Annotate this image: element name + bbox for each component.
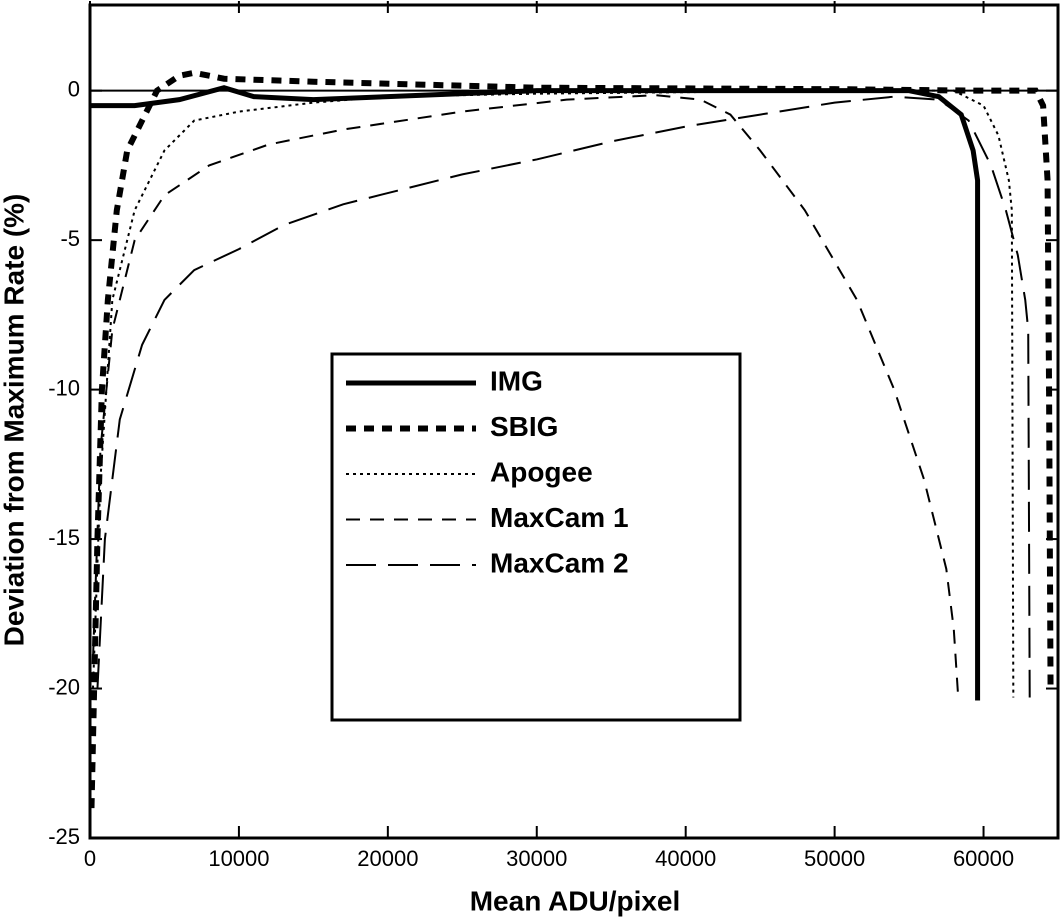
x-tick-label: 50000 (804, 846, 865, 871)
x-tick-label: 20000 (357, 846, 418, 871)
x-tick-label: 0 (84, 846, 96, 871)
y-tick-label: -25 (48, 824, 80, 849)
series-line (96, 95, 1031, 698)
legend-label: SBIG (490, 411, 558, 442)
legend-label: MaxCam 2 (490, 547, 629, 578)
series-line (90, 69, 1054, 809)
x-axis-label: Mean ADU/pixel (470, 885, 681, 916)
legend-label: Apogee (490, 456, 593, 487)
legend-label: MaxCam 1 (490, 502, 629, 533)
x-tick-label: 10000 (208, 846, 269, 871)
series-line (91, 94, 960, 698)
plot-frame (88, 3, 1060, 840)
y-tick-label: 0 (68, 76, 80, 101)
legend-box (330, 352, 742, 722)
series-line (90, 85, 981, 701)
x-tick-label: 40000 (655, 846, 716, 871)
x-tick-label: 60000 (953, 846, 1014, 871)
y-tick-label: -15 (48, 525, 80, 550)
y-axis-label: Deviation from Maximum Rate (%) (0, 194, 29, 647)
x-tick-label: 30000 (506, 846, 567, 871)
y-tick-label: -20 (48, 674, 80, 699)
series-line (91, 89, 1015, 698)
y-tick-label: -5 (60, 226, 80, 251)
legend-label: IMG (490, 365, 543, 396)
y-tick-label: -10 (48, 375, 80, 400)
